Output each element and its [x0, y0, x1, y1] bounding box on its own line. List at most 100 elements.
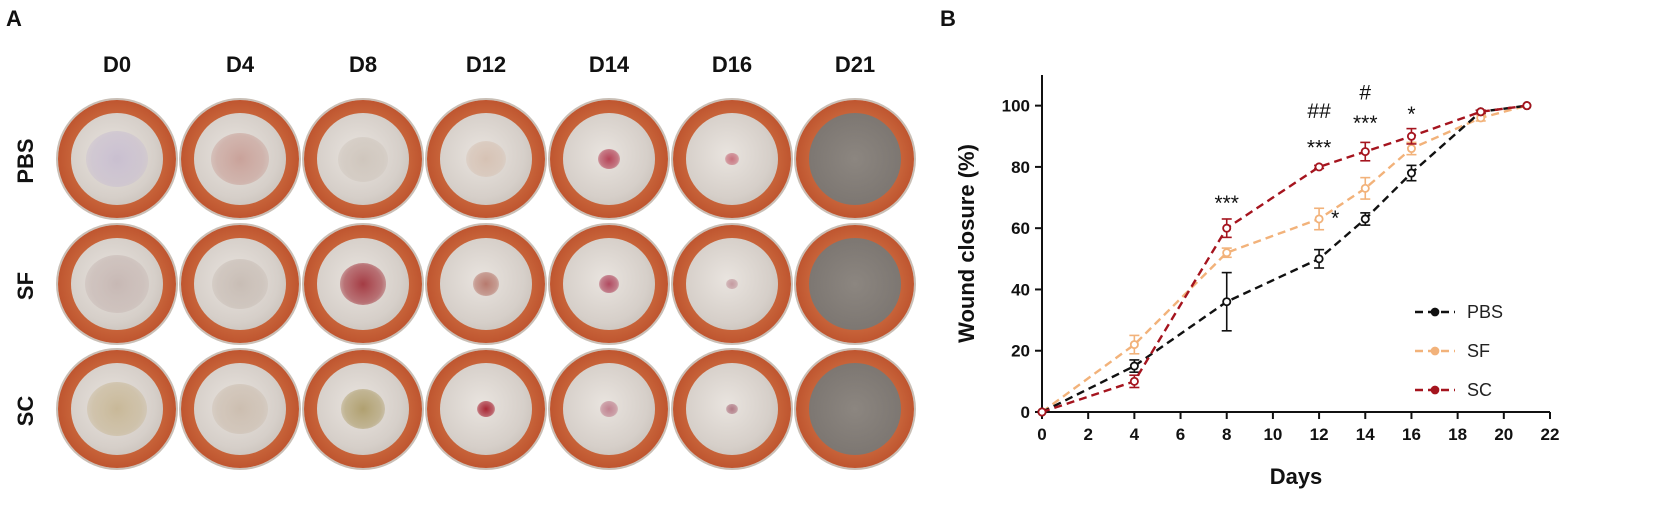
y-tick-label: 40 [1011, 280, 1030, 299]
data-point [1314, 214, 1324, 224]
wound-photo [796, 350, 914, 468]
wound-photo [58, 100, 176, 218]
column-label: D14 [588, 52, 630, 77]
wound-area [338, 136, 388, 182]
wound-photo [550, 100, 668, 218]
significance-marker: *** [1353, 112, 1378, 135]
wound-area [211, 132, 269, 186]
legend-label: SF [1467, 341, 1490, 361]
data-point [1360, 147, 1370, 157]
y-tick-label: 100 [1002, 97, 1030, 116]
panel-letter-a: A [6, 6, 22, 31]
data-point [1222, 223, 1232, 233]
series-sc [1037, 101, 1532, 417]
data-point [1314, 254, 1324, 264]
wound-area [600, 400, 618, 418]
wound-photo [673, 350, 791, 468]
wound-photo [550, 350, 668, 468]
wound-photo [673, 100, 791, 218]
data-point [1406, 131, 1416, 141]
y-tick-label: 60 [1011, 219, 1030, 238]
wound-area [725, 152, 739, 166]
series-pbs [1037, 101, 1532, 417]
x-axis-title: Days [1270, 464, 1323, 489]
column-label: D4 [225, 52, 255, 77]
wound-closure-chart: 0 2 4 6 8 10 12 14 16 18 20 22 0 20 40 60 80 100 Days Wound… [954, 75, 1559, 489]
wound-photo [181, 225, 299, 343]
chart-axes: 0 2 4 6 8 10 12 14 16 18 20 22 0 20 40 60 80 100 Days Wound… [954, 75, 1559, 489]
row-label: PBS [13, 138, 38, 184]
data-point [1406, 144, 1416, 154]
row-label: SC [13, 395, 38, 427]
series-sf [1037, 101, 1532, 417]
data-point [1222, 297, 1232, 307]
chart-series [1037, 101, 1532, 417]
wound-area [212, 383, 268, 435]
data-point [1037, 407, 1047, 417]
wound-area [477, 400, 495, 418]
wound-photo [304, 225, 422, 343]
wound-photo [427, 100, 545, 218]
series-line [1041, 104, 1528, 414]
x-tick-label: 22 [1541, 425, 1560, 444]
significance-marker: ## [1307, 100, 1331, 123]
wound-photo [427, 225, 545, 343]
significance-marker: *** [1307, 137, 1332, 160]
y-tick-label: 20 [1011, 342, 1030, 361]
x-tick-label: 10 [1263, 425, 1282, 444]
wound-area [726, 278, 738, 290]
legend-label: PBS [1467, 302, 1503, 322]
x-tick-label: 14 [1356, 425, 1375, 444]
column-label: D21 [834, 52, 876, 77]
data-point [1476, 107, 1486, 117]
wound-area [466, 141, 506, 177]
legend-swatch-marker [1430, 385, 1440, 395]
wound-area [87, 382, 147, 436]
data-point [1129, 361, 1139, 371]
data-point [1406, 168, 1416, 178]
series-line [1041, 104, 1528, 413]
x-tick-label: 20 [1494, 425, 1513, 444]
wound-photo [58, 350, 176, 468]
wound-area [85, 255, 149, 313]
data-point [1522, 101, 1532, 111]
x-tick-label: 16 [1402, 425, 1421, 444]
y-axis-title: Wound closure (%) [954, 144, 979, 343]
data-point [1360, 214, 1370, 224]
legend-item: SF [1415, 341, 1490, 361]
significance-marker: *** [1214, 192, 1239, 215]
wound-photo [427, 350, 545, 468]
legend-swatch-marker [1430, 346, 1440, 356]
y-tick-label: 0 [1021, 403, 1030, 422]
x-tick-label: 6 [1176, 425, 1185, 444]
data-point [1222, 248, 1232, 258]
wound-area [473, 272, 499, 296]
data-point [1314, 162, 1324, 172]
row-label: SF [13, 271, 38, 301]
wound-photo [181, 350, 299, 468]
wound-area [86, 131, 148, 187]
column-label: D8 [348, 52, 378, 77]
wound-photo [181, 100, 299, 218]
data-point [1360, 183, 1370, 193]
panel-letter-b: B [940, 6, 956, 31]
wound-area [726, 403, 738, 415]
wound-photo-grid: D0 D4 D8 D12 D14 D16 D21 PBS SF SC [13, 52, 914, 468]
significance-marker: * [1407, 103, 1415, 126]
legend-item: SC [1415, 380, 1492, 400]
x-tick-label: 18 [1448, 425, 1467, 444]
chart-legend: PBS SF SC [1415, 302, 1503, 400]
column-label: D0 [102, 52, 132, 77]
legend-swatch-marker [1430, 307, 1440, 317]
x-tick-label: 2 [1083, 425, 1092, 444]
wound-area [598, 149, 620, 169]
wound-photo [58, 225, 176, 343]
x-tick-label: 0 [1037, 425, 1046, 444]
x-tick-label: 8 [1222, 425, 1231, 444]
wound-area [340, 263, 386, 305]
wound-photo [796, 225, 914, 343]
wound-area [341, 389, 385, 429]
wound-photo [304, 100, 422, 218]
significance-marker: # [1359, 82, 1371, 105]
wound-photo [796, 100, 914, 218]
